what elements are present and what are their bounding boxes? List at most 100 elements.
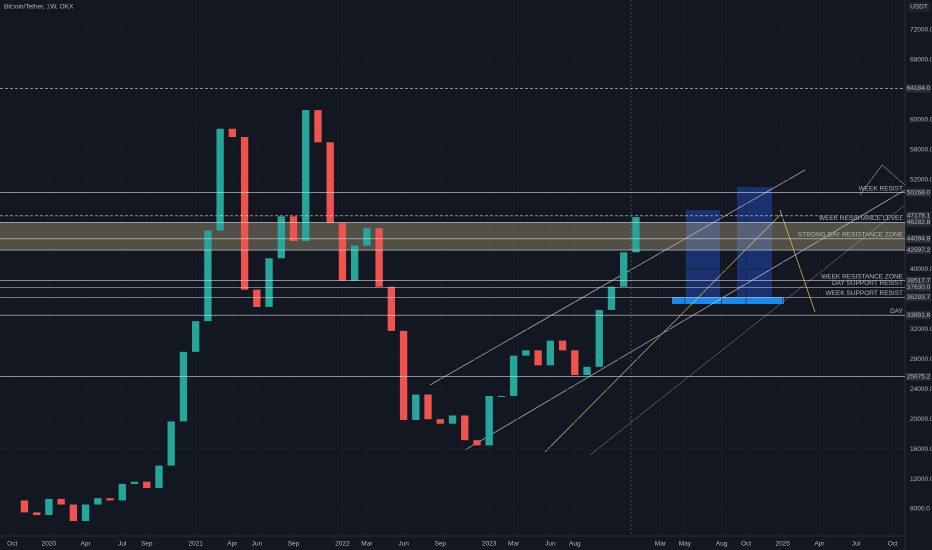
candle	[558, 340, 567, 351]
projection-arrow	[779, 209, 816, 313]
candle	[155, 465, 163, 489]
candle	[583, 366, 591, 376]
x-tick-label: Sep	[288, 541, 300, 548]
projection-box	[686, 210, 720, 298]
candle	[118, 483, 126, 501]
candle	[20, 500, 29, 513]
price-label: 25675.2	[907, 373, 931, 380]
x-tick-label: Sep	[434, 541, 446, 548]
measure-bar	[672, 297, 784, 304]
x-tick-label: Mar	[508, 541, 520, 548]
y-tick-label: 68000.0	[910, 57, 932, 64]
candle	[106, 498, 114, 501]
trend-line	[544, 214, 781, 453]
x-tick-label: 2021	[188, 541, 203, 548]
candle	[314, 110, 322, 143]
x-tick-label: Jun	[545, 541, 556, 548]
level-annotation: WEEK SUPPORT RESIST	[826, 290, 903, 297]
level-annotation: STRONG DAY RESISTANCE ZONE	[798, 232, 904, 239]
candle	[412, 394, 420, 420]
price-label-box	[906, 293, 931, 302]
candle	[253, 289, 261, 307]
candle	[240, 137, 249, 290]
level-annotation: DAY SUPPORT RESIST	[832, 280, 903, 287]
y-tick-label: 8000.0	[910, 506, 930, 513]
price-label-box	[906, 218, 931, 227]
candle	[522, 350, 530, 356]
x-tick-label: Apr	[227, 541, 238, 548]
candle	[338, 223, 347, 281]
level-annotation: WEEK RESISTANCE LEVEL	[819, 215, 903, 222]
candle	[375, 228, 383, 287]
price-label-box	[906, 234, 931, 243]
price-label-box	[906, 188, 931, 197]
candle	[461, 415, 469, 441]
x-tick-label: 2020	[42, 541, 57, 548]
candle	[607, 286, 616, 310]
candle	[265, 258, 273, 307]
x-tick-label: Oct	[888, 541, 898, 548]
y-tick-label: 40000.0	[910, 266, 932, 273]
candle	[143, 481, 151, 489]
x-tick-label: 2022	[335, 541, 350, 548]
price-label-box	[906, 372, 931, 381]
price-label: 37630.0	[907, 284, 931, 291]
candle	[179, 351, 188, 422]
candle	[571, 350, 579, 376]
candle	[302, 110, 310, 242]
candle	[473, 440, 481, 446]
currency-label: USDT	[910, 4, 928, 11]
x-tick-label: Oct	[7, 541, 17, 548]
candle	[448, 415, 457, 424]
price-label: 33891.8	[907, 312, 931, 319]
candle	[57, 498, 65, 505]
x-tick-label: Jun	[398, 541, 409, 548]
candle	[33, 512, 41, 516]
price-label: 50268.0	[907, 189, 931, 196]
candle	[399, 330, 408, 420]
candle	[497, 396, 506, 398]
y-tick-label: 24000.0	[910, 386, 932, 393]
candle	[326, 142, 334, 224]
level-annotation: DAY	[890, 308, 904, 315]
candle	[620, 252, 628, 287]
candle	[436, 419, 444, 424]
candle	[289, 216, 298, 242]
x-tick-label: 2023	[482, 541, 497, 548]
level-annotation: WEEK RESISTANCE ZONE	[821, 273, 904, 280]
y-tick-label: 32000.0	[910, 326, 932, 333]
candle	[363, 228, 371, 246]
x-tick-label: Mar	[361, 541, 373, 548]
x-tick-label: Jul	[118, 541, 127, 548]
candle	[595, 309, 603, 367]
candle	[350, 245, 359, 281]
price-label: 64184.0	[907, 85, 931, 92]
x-tick-label: May	[679, 541, 692, 548]
price-label-box	[906, 211, 931, 220]
y-tick-label: 72000.0	[910, 27, 932, 34]
price-label-box	[906, 84, 931, 93]
price-label: 44094.8	[907, 236, 931, 243]
currency-box	[908, 2, 930, 12]
y-tick-label: 16000.0	[910, 446, 932, 453]
price-label-box	[906, 246, 931, 255]
candle	[192, 321, 200, 352]
candle	[45, 498, 53, 516]
y-tick-label: 28000.0	[910, 356, 932, 363]
candle	[424, 394, 432, 420]
symbol-title: Bitcoin/Tether, 1W, OKX	[4, 4, 74, 11]
level-annotation: WEEK RESIST	[859, 185, 903, 192]
price-label-box	[906, 283, 931, 292]
projection-path	[859, 164, 906, 196]
x-tick-label: Apr	[81, 541, 92, 548]
candle	[632, 217, 640, 253]
x-tick-label: 2025	[775, 541, 790, 548]
x-tick-label: Sep	[141, 541, 153, 548]
x-tick-label: Apr	[814, 541, 825, 548]
candle	[130, 481, 139, 484]
price-label: 36293.7	[907, 294, 931, 301]
price-label-box	[906, 276, 931, 285]
candle	[216, 128, 224, 231]
drawings	[429, 0, 906, 536]
